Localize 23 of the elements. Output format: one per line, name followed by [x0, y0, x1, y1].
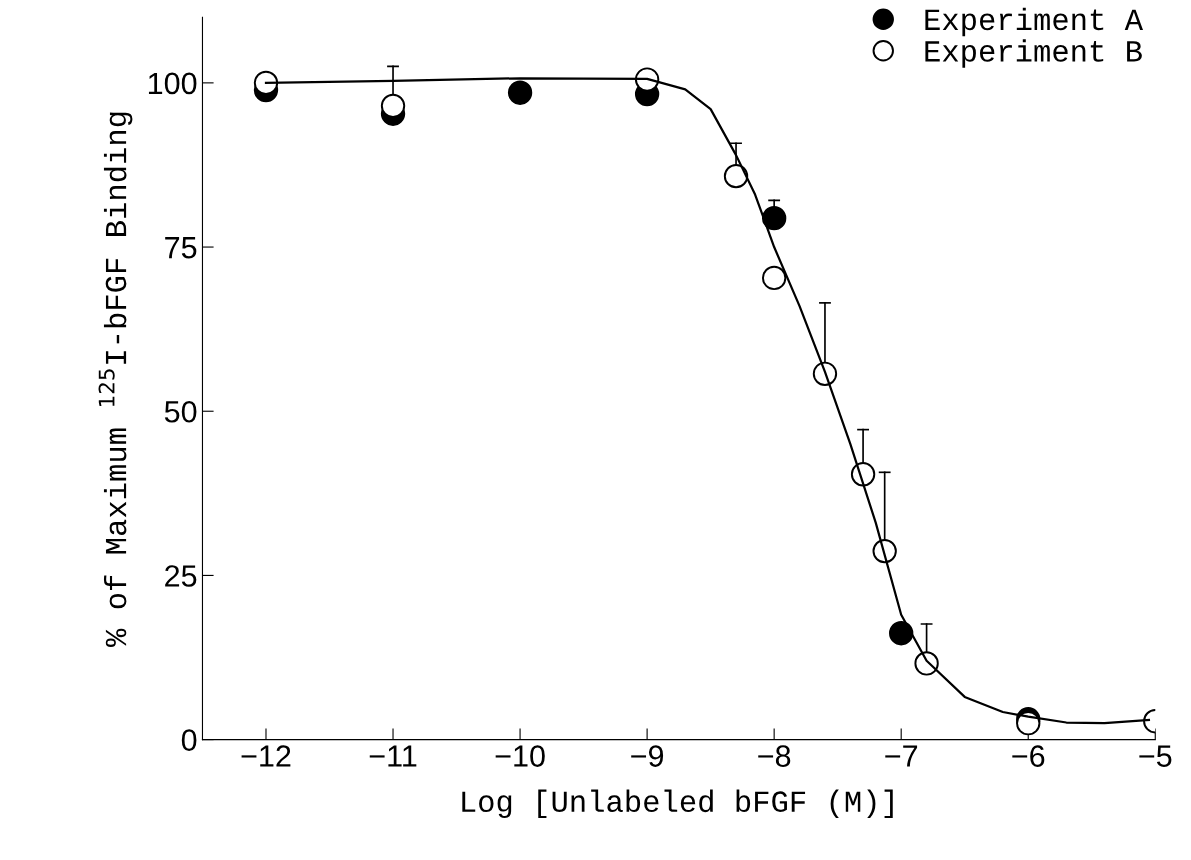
- x-tick-label: −9: [631, 745, 664, 767]
- x-tick-label: −5: [1139, 745, 1172, 767]
- x-axis-title: Log [Unlabeled bFGF (M)]: [462, 789, 893, 819]
- y-tick-label: 0: [181, 729, 197, 751]
- y-tick-label: 25: [165, 565, 197, 587]
- y-axis-title: % of Maximum $^{125}$I-bFGF Binding: [98, 112, 133, 647]
- x-tick-label: −12: [241, 745, 291, 767]
- point: [253, 70, 279, 96]
- point: [723, 163, 749, 189]
- y-tick-label: 50: [164, 400, 197, 423]
- y-tick-label: 100: [148, 72, 197, 95]
- x-tick-label: −6: [1012, 745, 1045, 767]
- point: [507, 80, 533, 105]
- point: [889, 621, 914, 646]
- x-tick-label: −11: [369, 745, 417, 767]
- x-tick-label: −10: [495, 745, 545, 767]
- legend-label: Experiment A: [925, 7, 1144, 37]
- x-tick-label: −8: [758, 745, 791, 767]
- point: [761, 205, 787, 231]
- point: [380, 93, 406, 119]
- x-tick-label: −7: [885, 745, 918, 767]
- y-tick-label: 75: [165, 237, 197, 259]
- legend-label: Experiment B: [925, 39, 1142, 68]
